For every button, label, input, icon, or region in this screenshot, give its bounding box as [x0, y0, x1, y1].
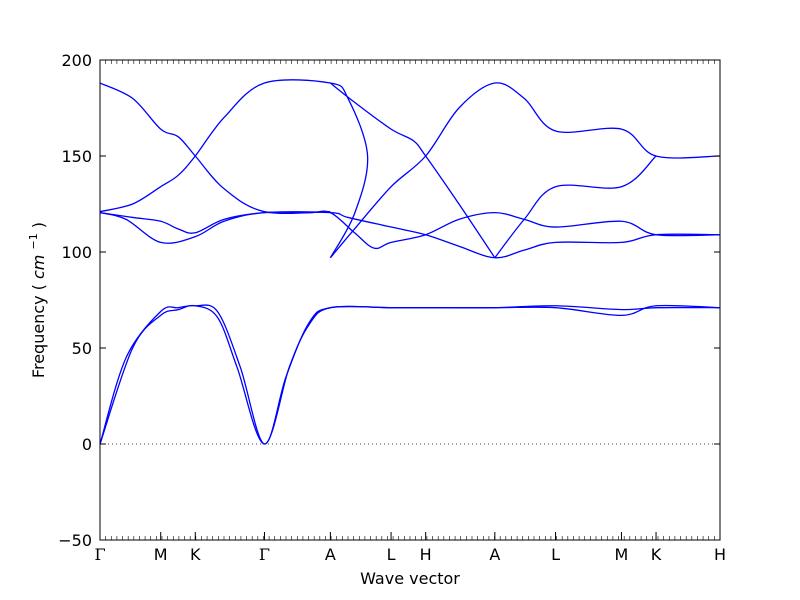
- minor-tick-group: [99, 60, 721, 540]
- y-tick-label: 150: [61, 147, 92, 166]
- x-tick-label: H: [420, 545, 432, 564]
- y-tick-label: 0: [82, 435, 92, 454]
- band-line-7: [99, 82, 331, 215]
- x-axis-label: Wave vector: [360, 569, 460, 588]
- x-tick-label: A: [489, 545, 500, 564]
- x-tick-label: A: [325, 545, 336, 564]
- x-tick-label: L: [387, 545, 396, 564]
- x-tick-label: H: [714, 545, 726, 564]
- y-axis-label-close-paren: ): [29, 222, 48, 228]
- y-tick-label: 50: [72, 339, 92, 358]
- y-axis-label-open-paren: (: [29, 284, 48, 290]
- x-tick-label: M: [615, 545, 629, 564]
- plot-frame: [99, 59, 721, 541]
- x-tick-label: M: [154, 545, 168, 564]
- band-line-5: [99, 79, 369, 259]
- band-line-3: [99, 211, 721, 259]
- band-curves-group: [99, 79, 721, 445]
- x-tick-label: K: [190, 545, 201, 564]
- band-line-2: [99, 304, 721, 445]
- x-tick-label: K: [651, 545, 662, 564]
- band-line-9: [494, 155, 657, 259]
- band-line-6: [329, 82, 721, 259]
- x-tick-label: L: [551, 545, 560, 564]
- y-axis-unit-exponent: −1: [27, 233, 40, 249]
- y-tick-group: −50 0 50 100 150 200: [58, 51, 720, 550]
- y-axis-label-text: Frequency: [29, 295, 48, 378]
- x-tick-label: Γ: [94, 545, 105, 564]
- y-axis-unit-base: cm: [29, 255, 48, 279]
- y-axis-label: Frequency ( cm −1 ): [22, 222, 48, 378]
- band-line-8: [329, 82, 496, 259]
- y-tick-label: −50: [58, 531, 92, 550]
- y-tick-label: 100: [61, 243, 92, 262]
- x-tick-label: Γ: [259, 545, 270, 564]
- band-line-4: [99, 210, 721, 250]
- band-line-1: [99, 304, 721, 445]
- y-tick-label: 200: [61, 51, 92, 70]
